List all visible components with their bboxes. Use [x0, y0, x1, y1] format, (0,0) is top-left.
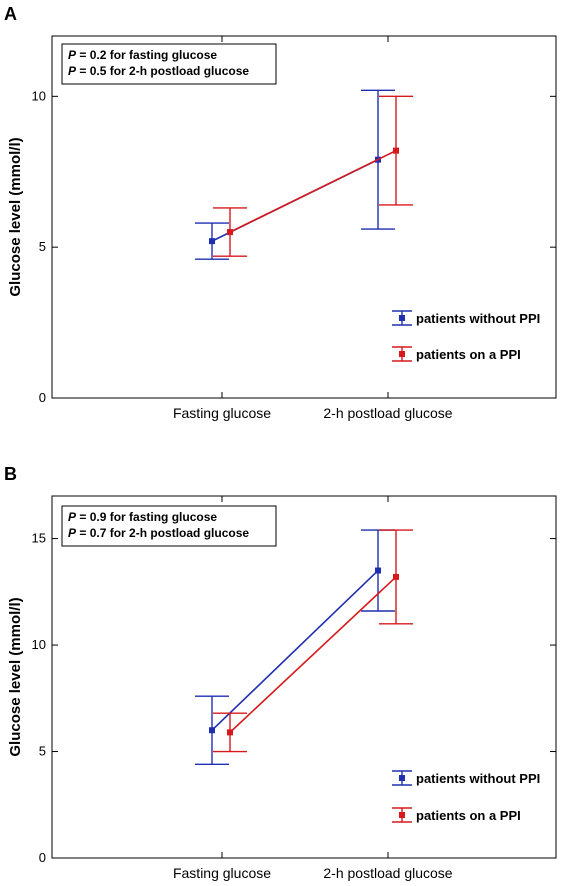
y-tick-label: 0 — [39, 850, 46, 865]
legend-entry: patients on a PPI — [392, 807, 521, 823]
p-symbol: P — [68, 526, 77, 540]
p-symbol: P — [68, 64, 77, 78]
legend-entry: patients on a PPI — [392, 346, 521, 362]
p-value-text: = 0.5 for 2-h postload glucose — [76, 64, 249, 78]
legend-marker — [399, 812, 405, 818]
y-axis-title: Glucose level (mmol/l) — [7, 597, 24, 756]
x-category-label: Fasting glucose — [173, 865, 271, 881]
y-tick-label: 5 — [39, 744, 46, 759]
series-on-ppi — [213, 95, 413, 257]
data-point — [375, 567, 381, 574]
annotation-line: P = 0.2 for fasting glucose — [68, 48, 217, 62]
legend-label: patients on a PPI — [416, 347, 521, 362]
legend-label: patients on a PPI — [416, 808, 521, 823]
plot-frame — [51, 35, 557, 399]
x-category-label: 2-h postload glucose — [323, 865, 452, 881]
y-tick-label: 15 — [32, 531, 46, 546]
data-point — [209, 727, 215, 734]
p-symbol: P — [68, 48, 77, 62]
p-value-text: = 0.9 for fasting glucose — [76, 510, 217, 524]
data-point — [227, 229, 233, 236]
data-point — [393, 147, 399, 154]
p-value-text: = 0.7 for 2-h postload glucose — [76, 526, 249, 540]
annotation-line: P = 0.7 for 2-h postload glucose — [68, 526, 249, 540]
series-line — [211, 569, 379, 731]
y-axis-title: Glucose level (mmol/l) — [7, 137, 24, 296]
y-tick-label: 0 — [39, 390, 46, 405]
chart-a-svg: A 0 5 10 Fasting glucose 2-h postload glucose… — [4, 4, 557, 421]
series-without-ppi — [195, 529, 395, 766]
series-line — [229, 576, 397, 733]
p-value-text: = 0.2 for fasting glucose — [76, 48, 217, 62]
panel-letter: A — [4, 4, 17, 24]
legend-marker — [399, 775, 405, 781]
annotation-box — [61, 43, 277, 85]
y-tick-label: 10 — [32, 637, 46, 652]
legend-marker — [399, 315, 405, 321]
legend-label: patients without PPI — [416, 311, 540, 326]
series-without-ppi — [195, 89, 395, 260]
x-category-label: Fasting glucose — [173, 405, 271, 421]
legend-entry: patients without PPI — [392, 770, 540, 786]
p-symbol: P — [68, 510, 77, 524]
annotation-line: P = 0.5 for 2-h postload glucose — [68, 64, 249, 78]
legend-entry: patients without PPI — [392, 310, 540, 326]
chart-b-svg: B 0 5 10 15 Fasting glucose 2-h postload gluco… — [4, 464, 557, 881]
legend-label: patients without PPI — [416, 771, 540, 786]
legend-marker — [399, 351, 405, 357]
data-point — [209, 238, 215, 245]
plot-frame — [51, 495, 557, 859]
y-tick-label: 10 — [32, 88, 46, 103]
series-line — [229, 149, 397, 233]
annotation-line: P = 0.9 for fasting glucose — [68, 510, 217, 524]
data-point — [393, 573, 399, 580]
x-category-label: 2-h postload glucose — [323, 405, 452, 421]
panel-letter: B — [4, 464, 17, 484]
chart-panel-b: B 0 5 10 15 Fasting glucose 2-h postload gluco… — [0, 443, 561, 886]
annotation-box — [61, 505, 277, 547]
data-point — [227, 729, 233, 736]
chart-panel-a: A 0 5 10 Fasting glucose 2-h postload glucose… — [4, 4, 557, 421]
series-on-ppi — [213, 529, 413, 753]
y-tick-label: 5 — [39, 239, 46, 254]
